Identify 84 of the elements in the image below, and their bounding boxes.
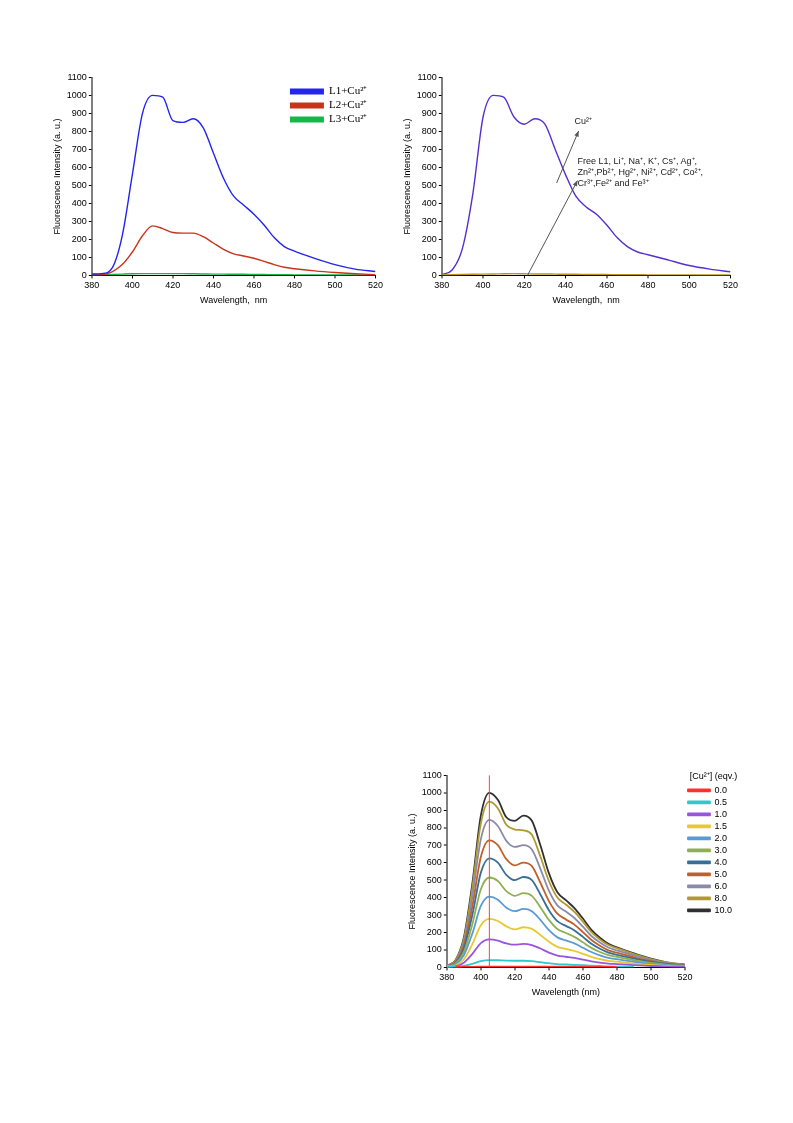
- annotation: Free L1, Li⁺, Na⁺, K⁺, Cs⁺, Ag⁺, Zn²⁺,Pb²⁺, Hg²⁺, Ni²⁺, Cd²⁺, Co²⁺, Cr³⁺,Fe²⁺ and Fe³⁺: [577, 155, 704, 188]
- x-axis-title: Wavelength, nm: [200, 295, 268, 306]
- y-tick-label: 1100: [417, 71, 437, 82]
- y-tick-label: 200: [426, 926, 442, 937]
- y-tick-label: 700: [71, 143, 87, 154]
- x-tick-label: 480: [609, 972, 625, 983]
- y-tick-label: 600: [426, 857, 442, 868]
- y-tick-label: 1100: [422, 769, 442, 780]
- line-series: [446, 959, 635, 968]
- legend-label: 1.5: [714, 820, 727, 831]
- legend-label: 1.0: [714, 808, 727, 819]
- y-tick-label: 400: [421, 197, 437, 208]
- y-tick-label: 700: [426, 839, 442, 850]
- y-tick-label: 600: [71, 161, 87, 172]
- y-tick-label: 400: [426, 892, 442, 903]
- x-tick-label: 420: [507, 972, 523, 983]
- legend-label: L3+Cu²⁺: [328, 112, 368, 125]
- legend-label: 2.0: [714, 832, 727, 843]
- y-tick-label: 1000: [66, 89, 87, 100]
- x-tick-label: 460: [599, 280, 615, 291]
- x-axis-title: Wavelength, nm: [552, 295, 620, 306]
- y-axis-title: Fluorescence Intensity (a. u.): [406, 813, 417, 930]
- x-tick-label: 420: [516, 280, 532, 291]
- x-tick-label: 400: [124, 280, 140, 291]
- legend-label: 6.0: [714, 880, 727, 891]
- y-tick-label: 900: [426, 804, 442, 815]
- x-tick-label: 500: [327, 280, 343, 291]
- x-tick-label: 440: [205, 280, 221, 291]
- y-axis-title: Fluorescence Intensity (a. u.): [51, 118, 62, 235]
- y-tick-label: 500: [426, 874, 442, 885]
- x-tick-label: 380: [434, 280, 450, 291]
- annotation: Cu²⁺: [574, 115, 593, 126]
- y-tick-label: 200: [421, 233, 437, 244]
- x-tick-label: 380: [439, 972, 455, 983]
- y-tick-label: 100: [426, 944, 442, 955]
- y-tick-label: 600: [421, 161, 437, 172]
- x-tick-label: 460: [575, 972, 591, 983]
- legend-label: 3.0: [714, 844, 727, 855]
- legend-label: 10.0: [714, 904, 733, 915]
- y-tick-label: 700: [421, 143, 437, 154]
- x-tick-label: 440: [541, 972, 557, 983]
- legend-label: L1+Cu²⁺: [328, 84, 368, 97]
- y-tick-label: 500: [71, 179, 87, 190]
- y-tick-label: 800: [71, 125, 87, 136]
- x-tick-label: 460: [246, 280, 262, 291]
- x-tick-label: 480: [640, 280, 656, 291]
- y-tick-label: 1000: [421, 787, 442, 798]
- y-tick-label: 900: [421, 107, 437, 118]
- legend-label: 5.0: [714, 868, 727, 879]
- x-tick-label: 440: [558, 280, 574, 291]
- y-tick-label: 0: [81, 269, 87, 280]
- legend-label: 8.0: [714, 892, 727, 903]
- y-tick-label: 300: [426, 909, 442, 920]
- x-tick-label: 380: [84, 280, 100, 291]
- y-tick-label: 100: [421, 251, 437, 262]
- x-tick-label: 520: [722, 280, 739, 291]
- x-tick-label: 520: [367, 280, 384, 291]
- x-tick-label: 480: [286, 280, 302, 291]
- legend-label: 4.0: [714, 856, 727, 867]
- y-tick-label: 800: [421, 125, 437, 136]
- y-tick-label: 1000: [416, 89, 437, 100]
- x-tick-label: 400: [473, 972, 489, 983]
- x-tick-label: 500: [643, 972, 659, 983]
- x-tick-label: 500: [681, 280, 697, 291]
- legend-label: L2+Cu²⁺: [328, 98, 368, 111]
- y-tick-label: 400: [71, 197, 87, 208]
- legend-title: [Cu²⁺] (eqv.): [689, 770, 738, 781]
- legend-label: 0.0: [714, 784, 727, 795]
- x-axis-title: Wavelength (nm): [531, 987, 600, 998]
- y-tick-label: 300: [71, 215, 87, 226]
- y-tick-label: 500: [421, 179, 437, 190]
- legend-label: 0.5: [714, 796, 727, 807]
- y-tick-label: 0: [431, 269, 437, 280]
- y-axis-title: Fluorescence Intensity (a. u.): [401, 118, 412, 235]
- y-tick-label: 200: [71, 233, 87, 244]
- y-tick-label: 300: [421, 215, 437, 226]
- y-tick-label: 1100: [67, 71, 87, 82]
- y-tick-label: 800: [426, 822, 442, 833]
- y-tick-label: 900: [71, 107, 87, 118]
- x-tick-label: 520: [677, 972, 693, 983]
- y-tick-label: 100: [71, 251, 87, 262]
- x-tick-label: 400: [475, 280, 491, 291]
- y-tick-label: 0: [436, 961, 442, 972]
- x-tick-label: 420: [165, 280, 181, 291]
